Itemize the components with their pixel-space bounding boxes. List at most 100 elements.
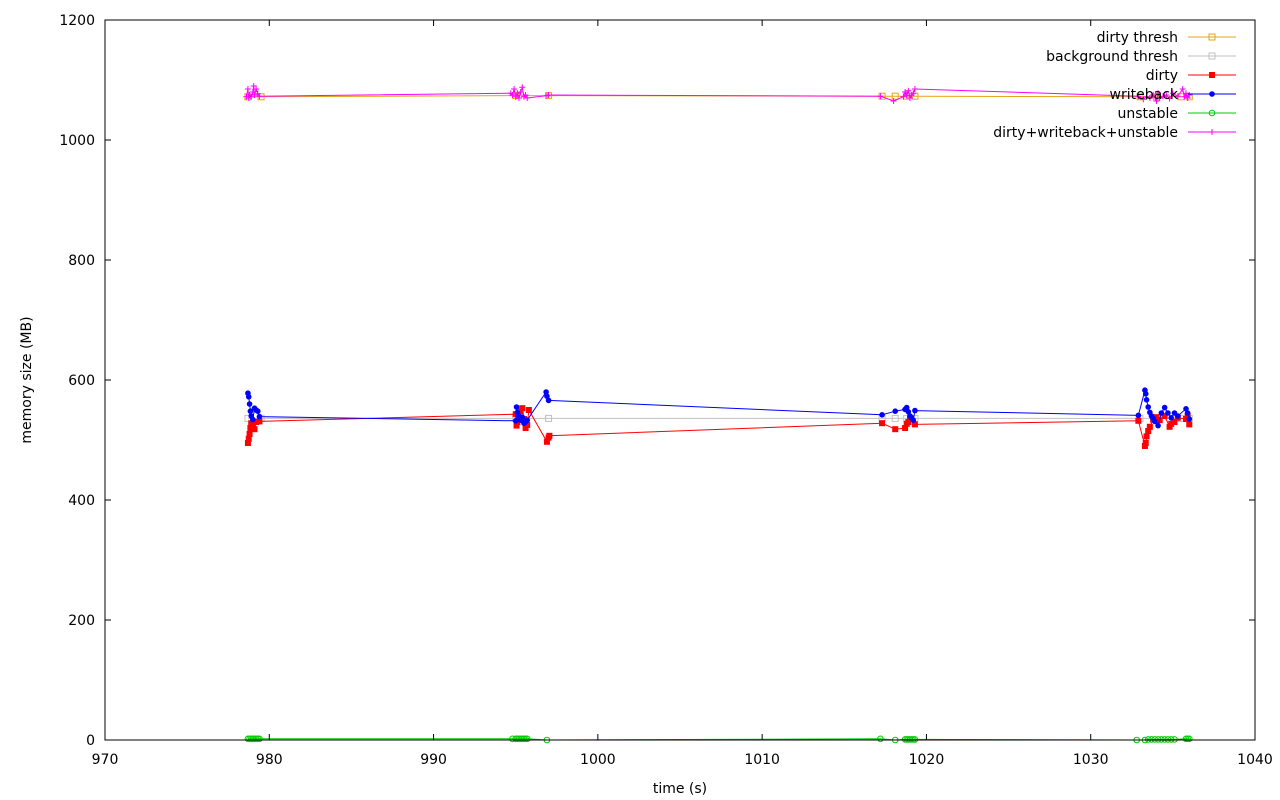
data-point bbox=[1135, 412, 1142, 419]
data-point bbox=[1150, 92, 1157, 98]
data-point bbox=[1163, 92, 1170, 98]
legend-swatch-marker bbox=[1209, 91, 1215, 97]
data-point bbox=[525, 407, 532, 413]
data-point bbox=[519, 414, 526, 421]
data-point bbox=[545, 92, 552, 98]
data-point bbox=[509, 92, 516, 98]
data-point bbox=[1142, 391, 1149, 397]
data-point bbox=[1154, 736, 1162, 743]
data-point bbox=[1146, 423, 1153, 430]
data-point bbox=[254, 408, 261, 415]
data-point bbox=[244, 440, 251, 446]
legend-item: dirty+writeback+unstable bbox=[993, 125, 1236, 141]
data-point bbox=[256, 413, 263, 420]
data-point bbox=[513, 422, 520, 429]
data-point bbox=[1171, 419, 1178, 425]
data-point bbox=[900, 93, 907, 100]
x-axis-label: time (s) bbox=[653, 781, 707, 797]
legend-item: dirty bbox=[1146, 68, 1236, 84]
data-point bbox=[1145, 404, 1152, 410]
data-point bbox=[1151, 736, 1159, 743]
data-point bbox=[253, 419, 260, 425]
legend-label: writeback bbox=[1110, 87, 1179, 103]
data-point bbox=[524, 422, 531, 428]
series-writeback bbox=[245, 387, 1193, 429]
data-point bbox=[250, 416, 256, 423]
data-point bbox=[911, 86, 918, 92]
data-point bbox=[892, 408, 899, 415]
data-point bbox=[244, 86, 251, 92]
data-point bbox=[1143, 433, 1150, 440]
data-point bbox=[1151, 418, 1158, 425]
series-line bbox=[247, 95, 1190, 98]
x-tick-label: 1040 bbox=[1237, 752, 1273, 768]
data-point bbox=[524, 417, 531, 424]
legend-label: dirty bbox=[1146, 68, 1178, 84]
data-point bbox=[545, 414, 553, 422]
data-point bbox=[912, 407, 918, 414]
legend-item: unstable bbox=[1118, 106, 1236, 122]
data-point bbox=[544, 393, 550, 400]
data-point bbox=[1184, 410, 1191, 416]
data-point bbox=[516, 95, 522, 101]
data-point bbox=[513, 404, 520, 410]
y-tick-label: 0 bbox=[86, 733, 95, 749]
x-tick-label: 1020 bbox=[909, 752, 945, 768]
data-point bbox=[910, 90, 917, 97]
data-point bbox=[246, 401, 253, 407]
data-point bbox=[249, 422, 256, 429]
y-tick-label: 400 bbox=[68, 493, 95, 509]
data-point bbox=[519, 84, 526, 91]
legend-label: unstable bbox=[1118, 106, 1179, 122]
data-point bbox=[1146, 95, 1153, 101]
data-point bbox=[903, 92, 910, 99]
data-point bbox=[1174, 413, 1181, 419]
data-point bbox=[903, 404, 910, 411]
data-point bbox=[1184, 413, 1191, 419]
legend-item: dirty thresh bbox=[1097, 30, 1236, 46]
data-point bbox=[1155, 90, 1162, 97]
data-point bbox=[1169, 90, 1176, 97]
data-point bbox=[247, 408, 254, 415]
data-point bbox=[1142, 440, 1149, 446]
data-point bbox=[256, 418, 263, 425]
data-point bbox=[1174, 93, 1181, 100]
data-point bbox=[1186, 92, 1193, 98]
data-point bbox=[1161, 404, 1168, 411]
data-point bbox=[1181, 93, 1188, 100]
data-point bbox=[1186, 416, 1193, 422]
x-tick-label: 1030 bbox=[1073, 752, 1109, 768]
data-point bbox=[879, 412, 885, 418]
data-point bbox=[892, 426, 899, 433]
x-tick-label: 1010 bbox=[744, 752, 780, 768]
data-point bbox=[511, 86, 518, 92]
data-point bbox=[1143, 397, 1150, 403]
series-dirty bbox=[244, 405, 1193, 449]
data-point bbox=[1160, 93, 1166, 100]
data-point bbox=[1168, 415, 1175, 421]
data-point bbox=[1143, 93, 1150, 100]
data-point bbox=[514, 90, 521, 97]
data-point bbox=[1135, 93, 1142, 100]
data-point bbox=[1140, 96, 1147, 103]
data-point bbox=[905, 87, 912, 94]
data-point bbox=[1148, 736, 1155, 743]
x-tick-label: 990 bbox=[420, 752, 447, 768]
y-axis-label: memory size (MB) bbox=[19, 316, 35, 443]
y-tick-label: 200 bbox=[68, 613, 95, 629]
legend: dirty thresh background thresh dirty writeb… bbox=[993, 30, 1236, 141]
data-point bbox=[1185, 735, 1193, 743]
data-point bbox=[911, 736, 919, 743]
data-point bbox=[543, 438, 550, 445]
y-tick-label: 600 bbox=[68, 373, 95, 389]
data-point bbox=[523, 735, 531, 743]
data-point bbox=[512, 93, 519, 100]
x-tick-label: 980 bbox=[256, 752, 283, 768]
data-point bbox=[1155, 422, 1161, 429]
data-point bbox=[256, 93, 263, 100]
x-tick-label: 1000 bbox=[580, 752, 616, 768]
y-tick-label: 1000 bbox=[59, 133, 95, 149]
data-point bbox=[1144, 736, 1152, 743]
series-layer bbox=[243, 83, 1193, 744]
